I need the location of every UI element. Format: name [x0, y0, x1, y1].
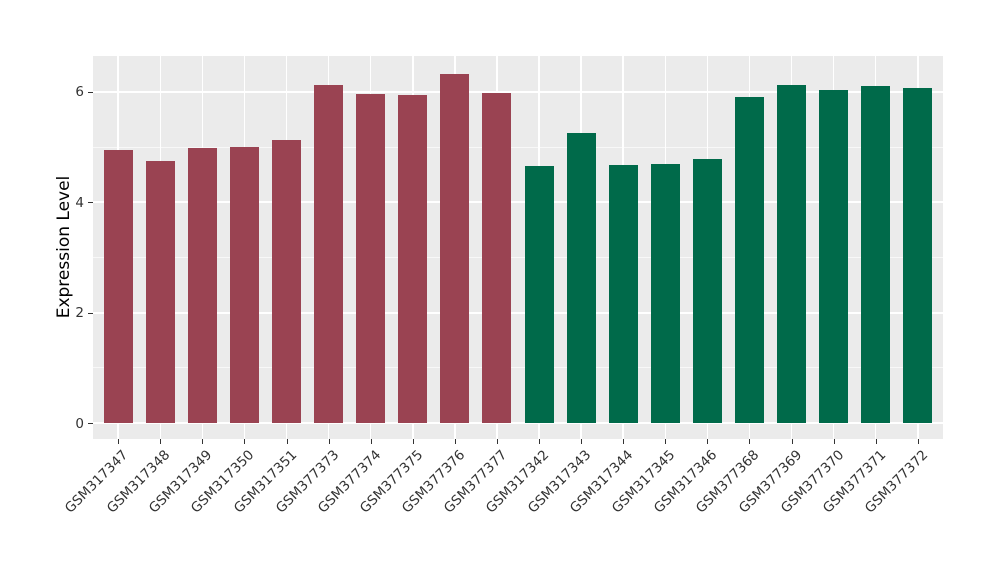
bar-GSM377374 — [356, 94, 386, 423]
y-tick-mark — [88, 312, 93, 314]
bar-GSM377377 — [482, 93, 512, 423]
y-gridline-major — [93, 311, 943, 314]
bar-GSM317344 — [608, 165, 638, 423]
y-gridline-minor — [93, 146, 943, 148]
x-tick-mark — [833, 439, 835, 444]
x-tick-mark — [917, 439, 919, 444]
bar-GSM317343 — [566, 133, 596, 423]
bar-GSM377373 — [314, 84, 344, 423]
plot-panel — [93, 56, 943, 439]
x-tick-mark — [875, 439, 877, 444]
x-tick-mark — [791, 439, 793, 444]
y-gridline-major — [93, 422, 943, 424]
x-tick-mark — [244, 439, 246, 444]
bar-GSM317342 — [524, 166, 554, 423]
bar-GSM377372 — [903, 88, 933, 423]
bar-GSM317350 — [229, 147, 259, 423]
bar-GSM377375 — [398, 94, 428, 423]
x-tick-mark — [286, 439, 288, 444]
x-tick-mark — [581, 439, 583, 444]
bar-GSM377370 — [819, 89, 849, 423]
bar-GSM317351 — [272, 139, 302, 423]
bar-GSM377369 — [777, 84, 806, 423]
x-tick-mark — [202, 439, 204, 444]
x-tick-mark — [539, 439, 541, 444]
y-tick-label: 0 — [75, 415, 84, 432]
y-gridline-minor — [93, 256, 943, 258]
x-tick-label-GSM377372: GSM377372 — [861, 447, 932, 517]
y-tick-label: 6 — [75, 84, 84, 101]
x-tick-mark — [412, 439, 414, 444]
bar-GSM377376 — [440, 74, 470, 423]
y-tick-mark — [88, 202, 93, 204]
x-tick-mark — [665, 439, 667, 444]
x-tick-mark — [370, 439, 372, 444]
x-tick-mark — [160, 439, 162, 444]
bar-GSM317348 — [145, 160, 175, 423]
x-tick-mark — [707, 439, 709, 444]
bar-GSM317349 — [187, 148, 217, 423]
bar-GSM377371 — [861, 86, 891, 423]
x-tick-mark — [118, 439, 120, 444]
x-tick-mark — [454, 439, 456, 444]
y-tick-mark — [88, 91, 93, 93]
x-tick-mark — [623, 439, 625, 444]
bar-GSM317345 — [650, 163, 680, 423]
y-gridline-minor — [93, 367, 943, 369]
y-tick-label: 4 — [75, 194, 84, 211]
bar-GSM317346 — [692, 158, 722, 423]
bar-GSM377368 — [734, 96, 764, 423]
y-gridline-major — [93, 90, 943, 93]
x-tick-mark — [749, 439, 751, 444]
x-tick-mark — [496, 439, 498, 444]
y-tick-mark — [88, 423, 93, 424]
y-tick-label: 2 — [75, 305, 84, 322]
x-tick-mark — [328, 439, 330, 444]
bar-GSM317347 — [103, 149, 133, 423]
y-gridline-major — [93, 201, 943, 204]
